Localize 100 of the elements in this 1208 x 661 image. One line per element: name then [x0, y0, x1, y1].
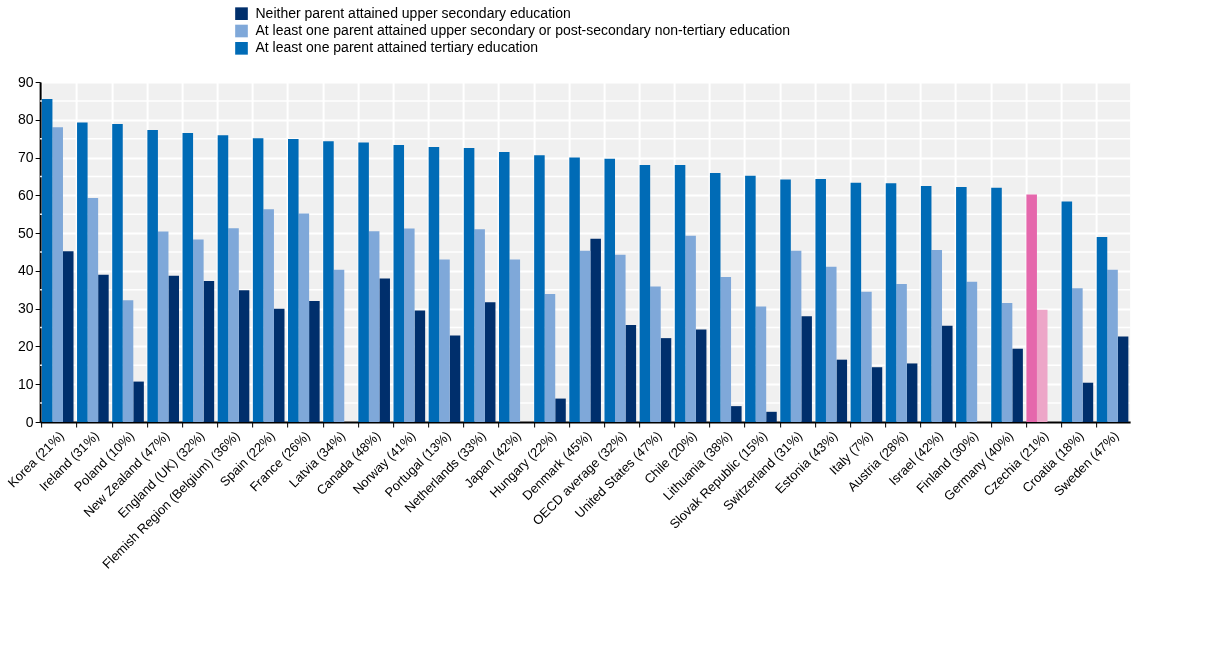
bar	[323, 141, 334, 422]
bar	[674, 165, 686, 422]
bar	[498, 151, 510, 422]
bar	[62, 251, 74, 422]
bar	[871, 367, 883, 422]
bar	[52, 127, 63, 422]
bar	[780, 179, 791, 422]
bar	[157, 231, 169, 422]
bar	[1107, 269, 1118, 422]
bar	[639, 165, 651, 422]
y-tick-label: 90	[18, 73, 34, 90]
bar	[379, 278, 390, 422]
legend-label: Neither parent attained upper secondary education	[255, 4, 571, 21]
bar	[615, 254, 626, 422]
bar	[825, 266, 837, 422]
legend-label: At least one parent attained tertiary education	[255, 39, 539, 56]
bar	[790, 250, 802, 422]
bar	[309, 301, 320, 422]
bar	[555, 398, 566, 422]
bar	[252, 138, 264, 422]
bar	[1061, 201, 1073, 422]
bar	[625, 324, 637, 422]
bar	[685, 235, 696, 422]
bar	[439, 259, 450, 422]
bar	[168, 275, 180, 422]
bar	[745, 175, 756, 422]
y-tick-label: 80	[18, 111, 34, 128]
bar	[942, 325, 953, 422]
bar	[77, 122, 88, 422]
bar	[650, 286, 661, 422]
y-tick-label: 10	[18, 375, 34, 392]
bar	[966, 281, 978, 422]
bar	[755, 306, 767, 422]
bar	[193, 239, 204, 422]
bar	[333, 269, 345, 422]
bar	[1036, 309, 1048, 422]
bar	[569, 157, 580, 422]
bar	[1082, 382, 1094, 422]
bar	[590, 238, 601, 422]
bar	[484, 302, 496, 422]
bar	[695, 329, 707, 422]
bar	[298, 213, 310, 422]
bar	[906, 363, 918, 422]
bar	[182, 133, 194, 422]
bar	[263, 209, 274, 422]
bar	[1001, 303, 1013, 422]
bar	[449, 335, 461, 422]
bar	[1026, 194, 1037, 422]
bar	[217, 135, 229, 422]
bar	[1072, 288, 1083, 422]
bar	[579, 250, 591, 422]
bar	[544, 293, 556, 422]
bar	[463, 148, 475, 422]
bar	[920, 185, 932, 422]
bar	[896, 284, 907, 422]
bar	[393, 145, 405, 422]
bar	[660, 338, 672, 422]
bar	[414, 310, 426, 422]
bar	[358, 142, 369, 422]
y-tick-label: 50	[18, 224, 34, 241]
bar	[238, 290, 250, 422]
bar	[815, 179, 826, 422]
bar	[228, 228, 239, 422]
bar	[991, 187, 1002, 422]
bar	[1012, 348, 1023, 422]
bar	[1096, 236, 1108, 422]
bar	[801, 316, 812, 422]
bar	[428, 146, 440, 422]
bar	[288, 139, 299, 422]
y-tick-label: 70	[18, 149, 34, 166]
y-tick-label: 40	[18, 262, 34, 279]
bar	[273, 308, 285, 422]
y-tick-label: 60	[18, 186, 34, 203]
bar	[368, 231, 380, 422]
bar	[850, 182, 862, 422]
bar	[404, 228, 415, 422]
bar	[766, 411, 777, 422]
bar	[147, 129, 158, 422]
bar	[931, 250, 943, 422]
bar	[731, 406, 742, 422]
bar	[41, 99, 53, 422]
bar	[885, 183, 897, 422]
bar	[98, 274, 109, 422]
bar	[203, 281, 215, 422]
bar	[509, 259, 521, 422]
bar	[956, 187, 967, 422]
y-tick-label: 20	[18, 337, 34, 354]
legend-label: At least one parent attained upper secondary or post-secondary non-tertiary education	[255, 22, 791, 38]
bar	[133, 381, 144, 422]
bar	[836, 359, 848, 422]
bar	[720, 276, 732, 422]
bar	[112, 123, 123, 422]
bar	[709, 173, 721, 422]
bar	[604, 158, 616, 422]
bar	[534, 155, 545, 422]
y-tick-label: 30	[18, 300, 34, 317]
bar	[1117, 336, 1129, 422]
bar	[861, 291, 872, 422]
bar	[122, 300, 134, 422]
bar	[474, 229, 485, 422]
